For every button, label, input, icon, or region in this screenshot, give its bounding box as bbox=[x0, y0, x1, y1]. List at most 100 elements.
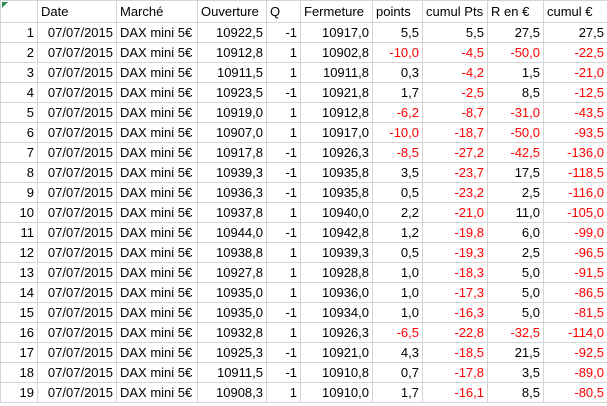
cell: 1,2 bbox=[372, 222, 423, 243]
cell: 07/07/2015 bbox=[37, 362, 117, 383]
row-number: 1 bbox=[0, 22, 38, 43]
cell: -18,3 bbox=[422, 262, 488, 283]
row-number: 17 bbox=[0, 342, 38, 363]
data-row: 17 07/07/2015 DAX mini 5€ 10925,3 -1 10921,0 4… bbox=[0, 342, 607, 363]
cell: -136,0 bbox=[543, 142, 607, 163]
cell: -22,5 bbox=[543, 42, 607, 63]
cell: 10939,3 bbox=[197, 162, 267, 183]
cell: 1 bbox=[266, 102, 301, 123]
header-cell: R en € bbox=[487, 0, 544, 23]
data-row: 11 07/07/2015 DAX mini 5€ 10944,0 -1 10942,8 1… bbox=[0, 222, 607, 243]
cell: 0,7 bbox=[372, 362, 423, 383]
cell: 07/07/2015 bbox=[37, 342, 117, 363]
cell: -17,3 bbox=[422, 282, 488, 303]
header-cell: Q bbox=[266, 0, 301, 23]
cell: 5,0 bbox=[487, 282, 544, 303]
cell: 0,3 bbox=[372, 62, 423, 83]
data-row: 14 07/07/2015 DAX mini 5€ 10935,0 1 10936,0 1,… bbox=[0, 282, 607, 303]
cell: -21,0 bbox=[543, 62, 607, 83]
cell: DAX mini 5€ bbox=[116, 122, 198, 143]
cell: -105,0 bbox=[543, 202, 607, 223]
cell: 10927,8 bbox=[197, 262, 267, 283]
cell: DAX mini 5€ bbox=[116, 222, 198, 243]
cell: 10911,8 bbox=[300, 62, 373, 83]
cell: 2,2 bbox=[372, 202, 423, 223]
cell: DAX mini 5€ bbox=[116, 102, 198, 123]
header-cell: Ouverture bbox=[197, 0, 267, 23]
cell: 07/07/2015 bbox=[37, 162, 117, 183]
cell: 07/07/2015 bbox=[37, 282, 117, 303]
cell: 10938,8 bbox=[197, 242, 267, 263]
cell: 10936,0 bbox=[300, 282, 373, 303]
cell: 2,5 bbox=[487, 182, 544, 203]
row-number: 3 bbox=[0, 62, 38, 83]
cell: -23,7 bbox=[422, 162, 488, 183]
data-row: 18 07/07/2015 DAX mini 5€ 10911,5 -1 10910,8 0… bbox=[0, 362, 607, 383]
row-number: 11 bbox=[0, 222, 38, 243]
row-number: 12 bbox=[0, 242, 38, 263]
row-number: 2 bbox=[0, 42, 38, 63]
cell: DAX mini 5€ bbox=[116, 362, 198, 383]
data-row: 2 07/07/2015 DAX mini 5€ 10912,8 1 10902,8 -10… bbox=[0, 42, 607, 63]
cell: 07/07/2015 bbox=[37, 82, 117, 103]
cell: -18,5 bbox=[422, 342, 488, 363]
cell: -4,5 bbox=[422, 42, 488, 63]
cell: 07/07/2015 bbox=[37, 262, 117, 283]
row-number: 5 bbox=[0, 102, 38, 123]
cell: 10942,8 bbox=[300, 222, 373, 243]
cell: 10910,0 bbox=[300, 382, 373, 403]
row-number: 7 bbox=[0, 142, 38, 163]
cell: 10935,8 bbox=[300, 182, 373, 203]
cell: -116,0 bbox=[543, 182, 607, 203]
cell: -17,8 bbox=[422, 362, 488, 383]
cell: 10928,8 bbox=[300, 262, 373, 283]
cell: 10917,0 bbox=[300, 122, 373, 143]
cell: 5,5 bbox=[422, 22, 488, 43]
cell: DAX mini 5€ bbox=[116, 82, 198, 103]
cell: -1 bbox=[266, 142, 301, 163]
row-number: 4 bbox=[0, 82, 38, 103]
cell: 10935,0 bbox=[197, 302, 267, 323]
cell: 8,5 bbox=[487, 82, 544, 103]
cell: 10934,0 bbox=[300, 302, 373, 323]
header-row: Date Marché Ouverture Q Fermeture points cumul… bbox=[0, 0, 607, 23]
cell: 2,5 bbox=[487, 242, 544, 263]
cell: 3,5 bbox=[487, 362, 544, 383]
cell: 07/07/2015 bbox=[37, 322, 117, 343]
cell: DAX mini 5€ bbox=[116, 62, 198, 83]
cell: -19,3 bbox=[422, 242, 488, 263]
cell: 10925,3 bbox=[197, 342, 267, 363]
cell: 1 bbox=[266, 62, 301, 83]
cell: 1 bbox=[266, 42, 301, 63]
cell: 1,0 bbox=[372, 282, 423, 303]
cell: -91,5 bbox=[543, 262, 607, 283]
cell: -99,0 bbox=[543, 222, 607, 243]
cell: -96,5 bbox=[543, 242, 607, 263]
data-row: 6 07/07/2015 DAX mini 5€ 10907,0 1 10917,0 -10… bbox=[0, 122, 607, 143]
cell: 1 bbox=[266, 202, 301, 223]
row-number: 10 bbox=[0, 202, 38, 223]
cell: 10932,8 bbox=[197, 322, 267, 343]
header-cell: cumul € bbox=[543, 0, 607, 23]
cell: -43,5 bbox=[543, 102, 607, 123]
cell: 5,0 bbox=[487, 262, 544, 283]
cell: 1,7 bbox=[372, 382, 423, 403]
cell: -114,0 bbox=[543, 322, 607, 343]
cell: 10919,0 bbox=[197, 102, 267, 123]
cell: 10917,0 bbox=[300, 22, 373, 43]
cell: -86,5 bbox=[543, 282, 607, 303]
cell: -2,5 bbox=[422, 82, 488, 103]
cell: -6,2 bbox=[372, 102, 423, 123]
cell: DAX mini 5€ bbox=[116, 302, 198, 323]
cell: DAX mini 5€ bbox=[116, 262, 198, 283]
cell: -19,8 bbox=[422, 222, 488, 243]
row-number: 18 bbox=[0, 362, 38, 383]
cell: 21,5 bbox=[487, 342, 544, 363]
cell: 10940,0 bbox=[300, 202, 373, 223]
cell: 10917,8 bbox=[197, 142, 267, 163]
cell: -118,5 bbox=[543, 162, 607, 183]
cell: -10,0 bbox=[372, 122, 423, 143]
cell: 1,0 bbox=[372, 302, 423, 323]
cell: 10911,5 bbox=[197, 362, 267, 383]
